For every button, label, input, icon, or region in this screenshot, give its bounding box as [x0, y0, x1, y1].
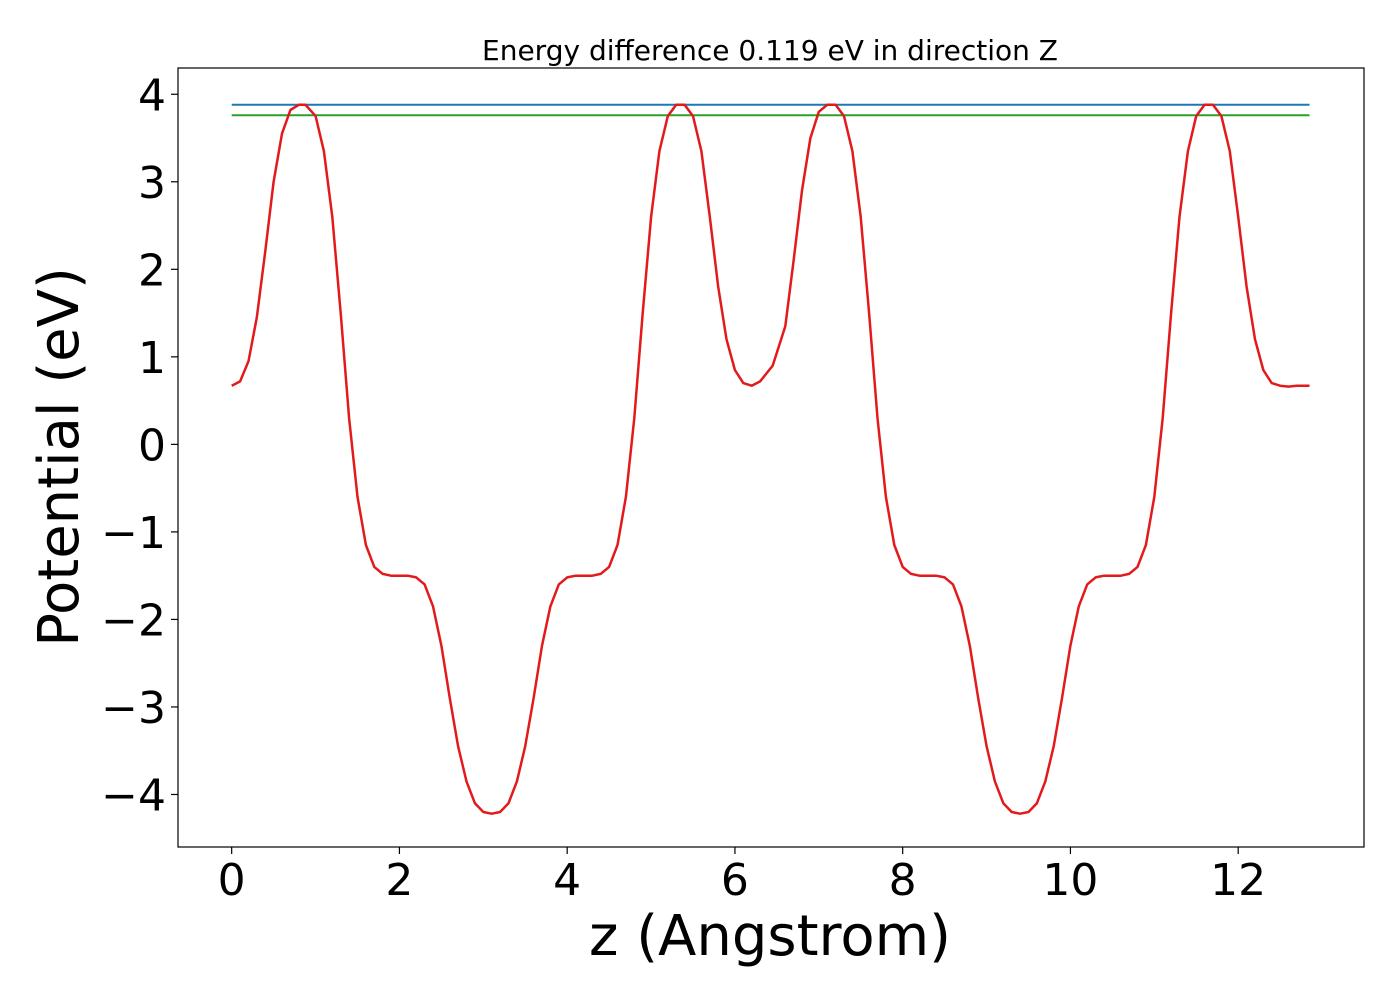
y-tick-label: 3	[138, 158, 166, 209]
series-line-3	[231, 103, 1310, 815]
x-tick-label: 4	[553, 855, 581, 906]
y-tick-label: 0	[138, 420, 166, 471]
y-tick-label: −4	[101, 770, 166, 821]
x-tick-label: 2	[385, 855, 413, 906]
x-tick-label: 6	[721, 855, 749, 906]
y-tick-label: −2	[101, 595, 166, 646]
y-tick-label: 1	[138, 333, 166, 384]
plot-area-frame	[177, 67, 1365, 848]
chart-title: Energy difference 0.119 eV in direction …	[482, 34, 1058, 67]
x-tick-label: 10	[1042, 855, 1098, 906]
x-axis-label: z (Angstrom)	[589, 904, 951, 969]
y-axis-label: Potential (eV)	[27, 267, 92, 647]
series-layer	[231, 103, 1310, 815]
y-tick-label: 4	[138, 70, 166, 121]
x-axis-ticks: 0 2 4 6 8 10 12	[218, 847, 1266, 906]
y-axis-ticks: 4 3 2 1 0 −1 −2 −3 −4	[101, 70, 178, 821]
x-tick-label: 0	[218, 855, 246, 906]
y-tick-label: 2	[138, 245, 166, 296]
y-tick-label: −1	[101, 508, 166, 559]
x-tick-label: 12	[1210, 855, 1266, 906]
x-tick-label: 8	[889, 855, 917, 906]
y-tick-label: −3	[101, 683, 166, 734]
